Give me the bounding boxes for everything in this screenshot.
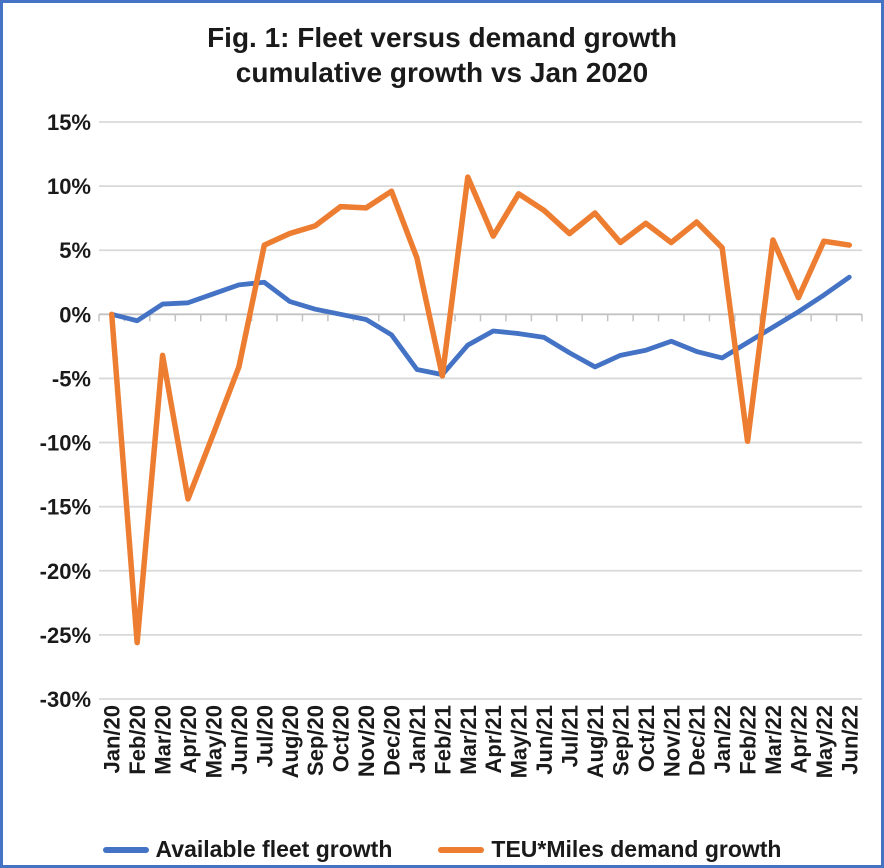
x-axis-tick-label: Jan/20 — [100, 705, 125, 774]
x-axis-tick-label: Jan/22 — [710, 705, 735, 774]
series-line-fleet — [109, 274, 852, 377]
y-axis-tick-label: -5% — [52, 366, 91, 391]
x-axis-tick-label: Feb/20 — [125, 705, 150, 775]
y-axis-tick-label: 15% — [47, 110, 91, 135]
y-axis-tick-label: -15% — [40, 495, 91, 520]
x-axis-tick-label: Jul/21 — [558, 705, 583, 767]
x-axis-tick-label: Jan/21 — [405, 705, 430, 774]
x-axis-tick-label: Oct/21 — [634, 705, 659, 772]
legend-label-demand: TEU*Miles demand growth — [491, 836, 782, 862]
legend-marker-demand-line — [438, 846, 485, 853]
x-axis-tick-label: Jun/22 — [837, 705, 862, 775]
x-axis-tick-label: May/21 — [507, 705, 532, 778]
chart-title: Fig. 1: Fleet versus demand growth — [207, 22, 677, 53]
x-axis-tick-label: May/22 — [812, 705, 837, 778]
x-axis-tick-label: Oct/20 — [329, 705, 354, 772]
y-axis-tick-label: -30% — [40, 687, 91, 712]
x-axis-tick-label: Sep/20 — [303, 705, 328, 776]
x-axis-tick-label: Jun/20 — [227, 705, 252, 775]
x-axis-tick-label: Apr/20 — [176, 705, 201, 773]
chart-subtitle: cumulative growth vs Jan 2020 — [235, 57, 649, 88]
legend-item-demand: TEU*Miles demand growth — [438, 836, 781, 863]
x-axis-tick-label: Dec/20 — [379, 705, 404, 776]
y-axis-tick-label: 5% — [59, 238, 91, 263]
x-axis-tick-label: Feb/21 — [430, 705, 455, 775]
y-axis-tick-label: -20% — [40, 559, 91, 584]
x-axis-tick-label: Mar/21 — [456, 705, 481, 775]
x-axis-tick-label: Apr/22 — [786, 705, 811, 773]
x-axis-tick-label: Feb/22 — [736, 705, 761, 775]
x-axis-tick-label: Aug/20 — [278, 705, 303, 778]
chart-title-block: Fig. 1: Fleet versus demand growth cumul… — [3, 20, 881, 90]
x-axis-tick-label: Mar/20 — [151, 705, 176, 775]
x-axis-tick-label: Jun/21 — [532, 705, 557, 775]
y-axis-tick-label: 10% — [47, 174, 91, 199]
legend-item-fleet: Available fleet growth — [102, 836, 393, 863]
y-axis-tick-label: -25% — [40, 623, 91, 648]
x-axis-tick-label: Sep/21 — [608, 705, 633, 776]
x-axis-tick-label: Dec/21 — [685, 705, 710, 776]
x-axis-tick-label: Jul/20 — [252, 705, 277, 767]
y-axis-tick-label: -10% — [40, 431, 91, 456]
x-axis-tick-label: Mar/22 — [761, 705, 786, 775]
x-axis-tick-label: May/20 — [201, 705, 226, 778]
series-line-demand — [108, 174, 853, 646]
x-axis-tick-label: Nov/21 — [659, 705, 684, 777]
x-axis-tick-label: Aug/21 — [583, 705, 608, 778]
plot-area: 15%10%5%0%-5%-10%-15%-20%-25%-30%Jan/20 F… — [40, 110, 863, 778]
legend: Available fleet growth TEU*Miles demand … — [3, 836, 881, 863]
x-axis-tick-label: Apr/21 — [481, 705, 506, 773]
legend-marker-fleet-line — [102, 846, 149, 853]
legend-label-fleet: Available fleet growth — [155, 836, 393, 862]
x-axis-tick-label: Nov/20 — [354, 705, 379, 777]
y-axis-tick-label: 0% — [59, 302, 91, 327]
